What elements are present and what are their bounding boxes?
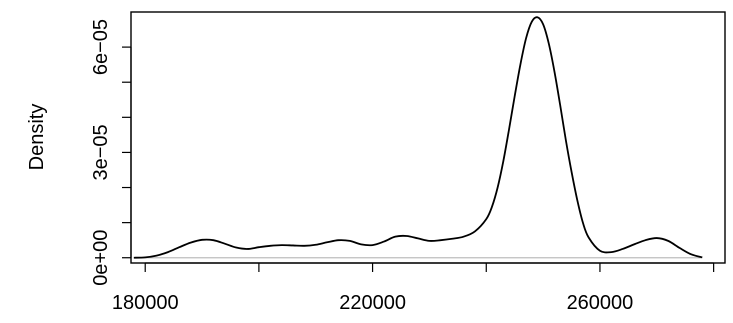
x-tick-label: 220000 [339,292,406,314]
y-tick-label: 0e+00 [90,230,112,286]
x-tick-label: 260000 [567,292,634,314]
y-tick-label: 6e−05 [90,19,112,75]
density-line [133,16,703,259]
x-tick-label: 180000 [112,292,179,314]
y-tick-label: 3e−05 [90,124,112,180]
y-axis: 0e+00 3e−05 6e−05 [90,19,132,286]
y-axis-title: Density [26,104,48,171]
plot-frame [130,11,726,264]
x-axis: 180000 220000 260000 [112,262,715,314]
